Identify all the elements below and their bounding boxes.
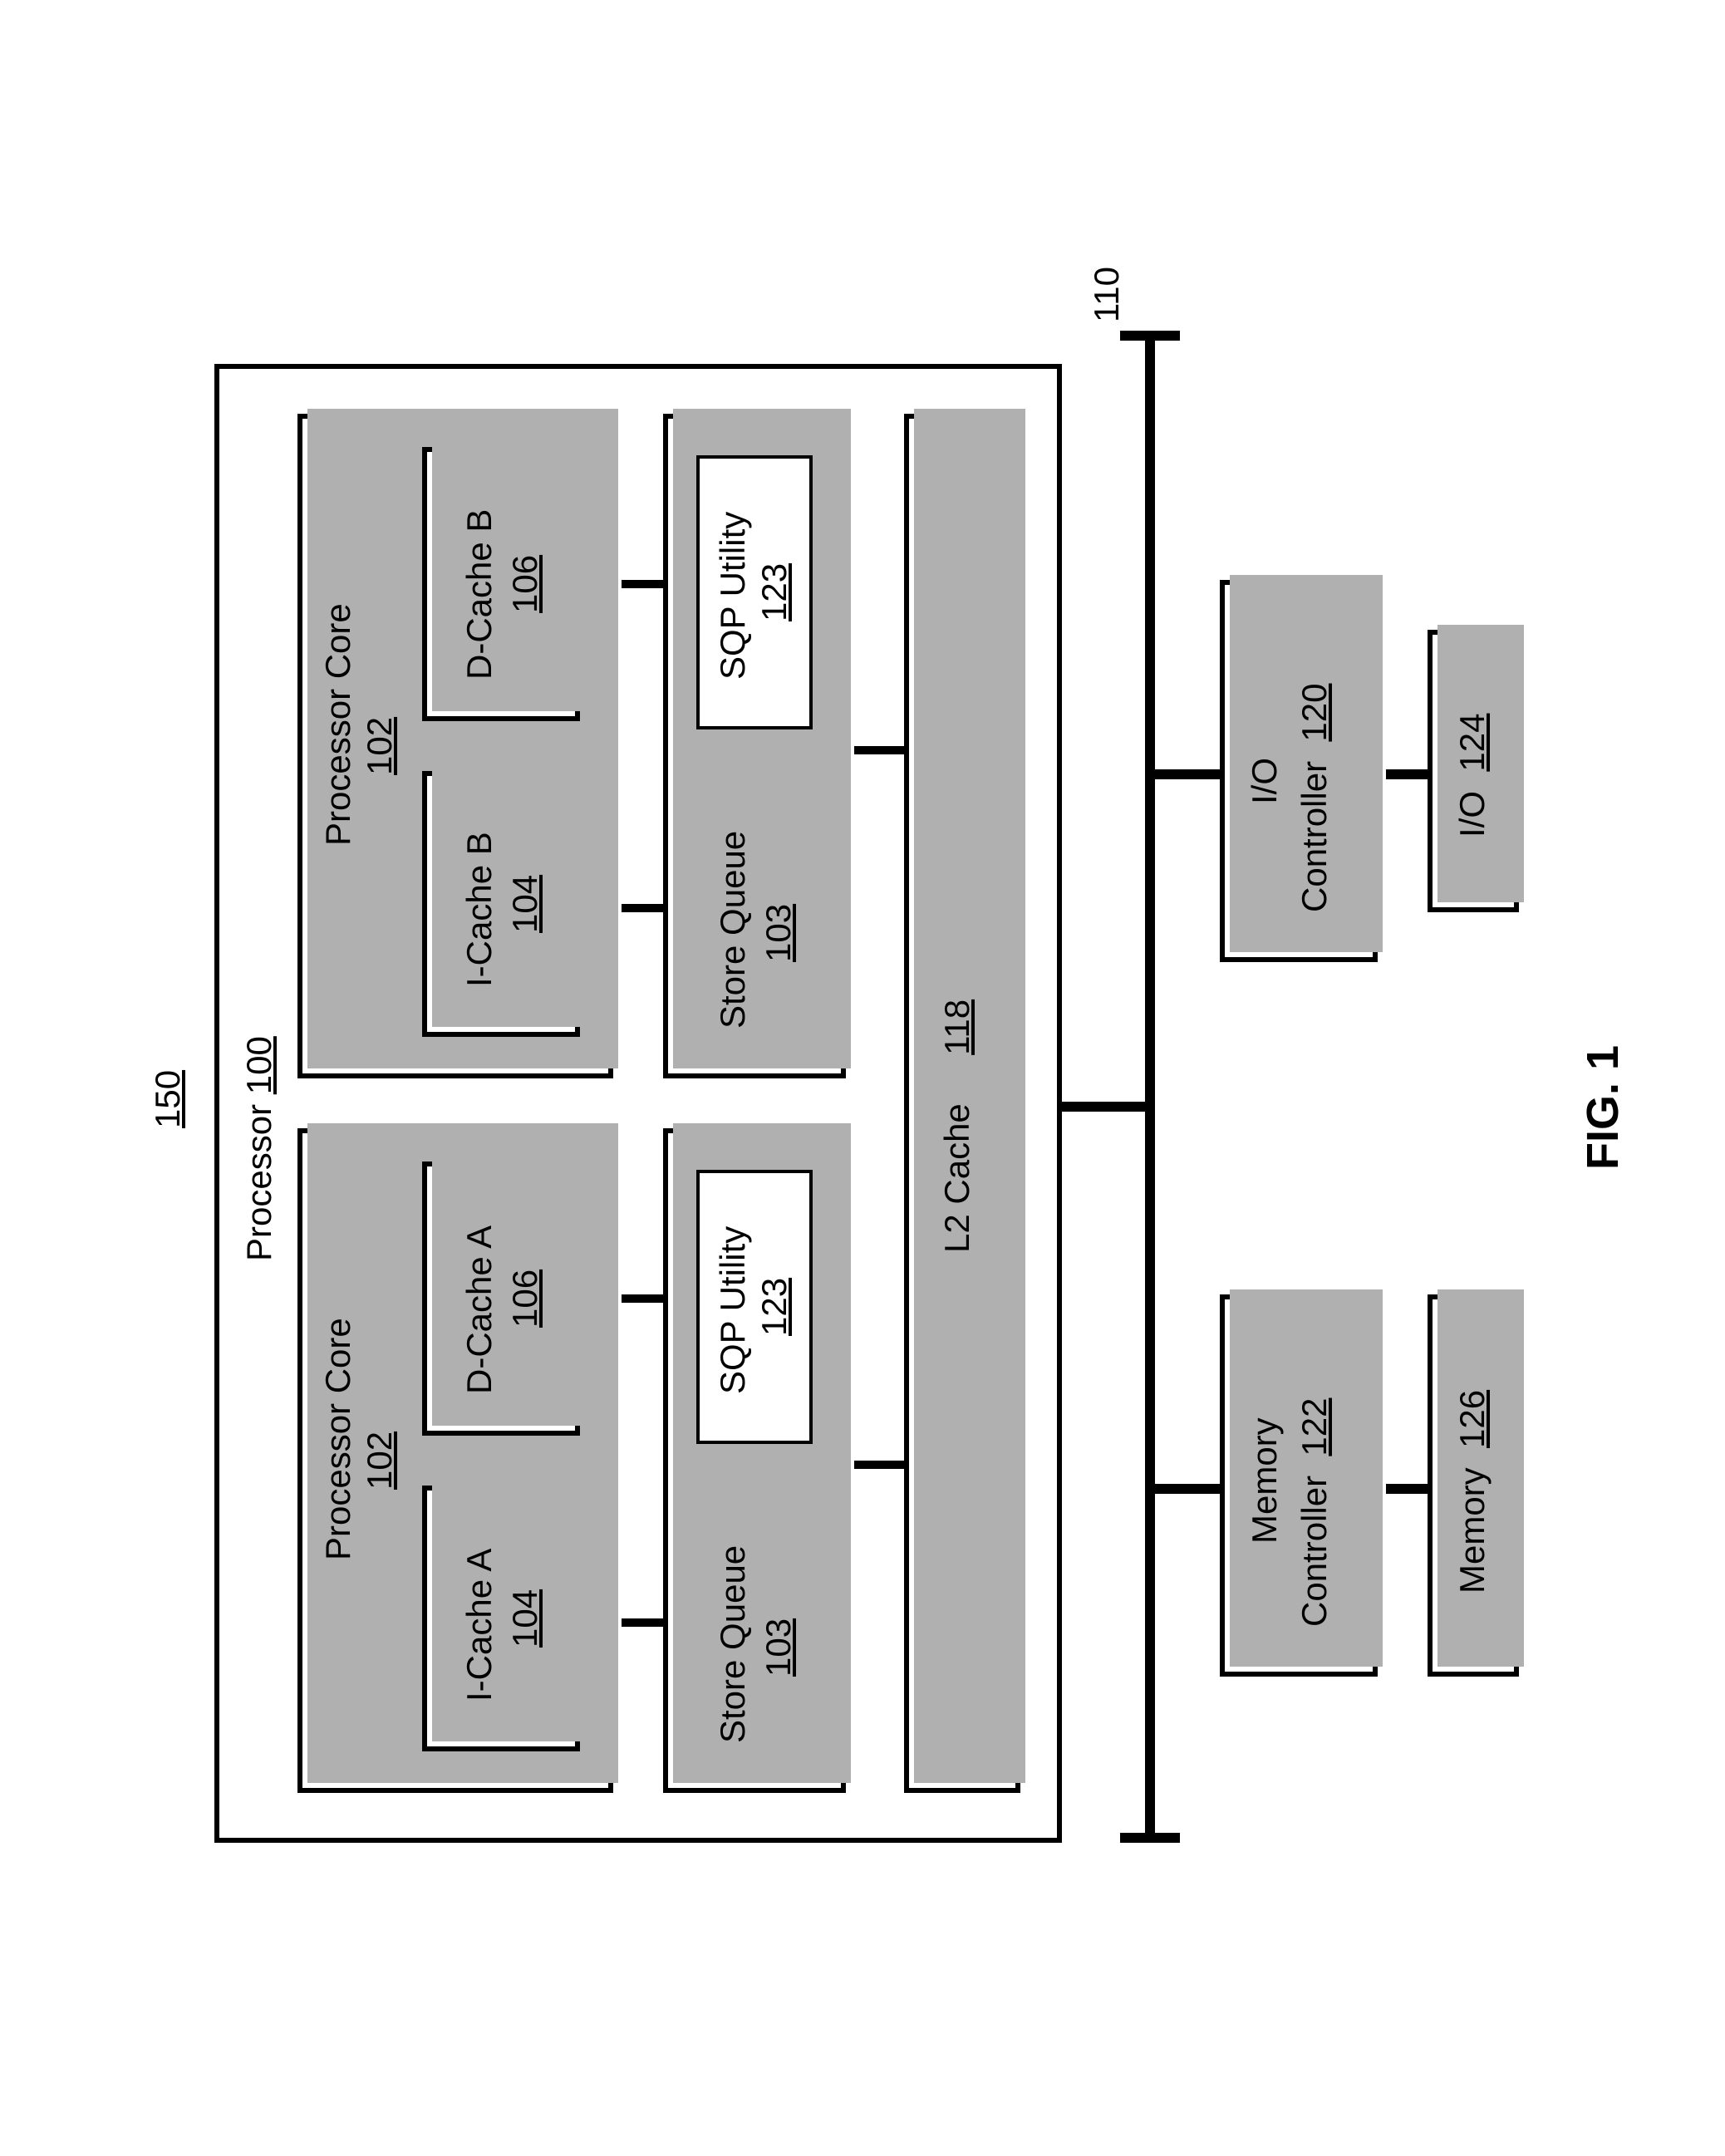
ioctrl-line1: I/O — [1245, 757, 1285, 803]
dcache-b-ref: 106 — [505, 554, 545, 612]
memctrl-ref: 122 — [1295, 1397, 1334, 1456]
memctrl-line2: Controller 122 — [1295, 1397, 1334, 1626]
processor-ref: 100 — [239, 1036, 278, 1094]
io-label-text: I/O — [1452, 790, 1492, 837]
icache-b-ref: 104 — [505, 874, 545, 932]
icache-a-ref: 104 — [505, 1589, 545, 1647]
bus-end-r — [1120, 331, 1180, 341]
processor-label-text: Processor — [239, 1103, 278, 1260]
l2-label: L2 Cache 118 — [937, 999, 977, 1252]
storeq-a-ref: 103 — [759, 1618, 799, 1676]
conn-bus-mem — [1155, 1484, 1221, 1494]
core-b-label: Processor Core — [318, 603, 358, 846]
core-b-label-text: Processor Core — [318, 603, 357, 846]
sqp-a-label: SQP Utility — [713, 1225, 753, 1393]
dcache-b-label: D-Cache B — [460, 508, 499, 679]
icache-a-box — [422, 1486, 580, 1751]
dcache-a-box — [422, 1161, 580, 1436]
storeq-a-label: Store Queue — [713, 1545, 753, 1742]
conn-l2-bus — [1062, 1102, 1145, 1112]
storeq-b-label: Store Queue — [713, 830, 753, 1028]
memctrl-line1: Memory — [1245, 1417, 1285, 1544]
processor-label: Processor 100 — [239, 1036, 279, 1261]
system-ref: 150 — [148, 1069, 188, 1127]
ioctrl-ref: 120 — [1295, 683, 1334, 741]
conn-bus-io — [1155, 769, 1221, 779]
l2-label-text: L2 Cache — [937, 1103, 976, 1253]
dcache-a-ref: 106 — [505, 1269, 545, 1327]
sqp-b-label: SQP Utility — [713, 511, 753, 679]
dcache-a-label: D-Cache A — [460, 1225, 499, 1393]
core-a-label: Processor Core — [318, 1318, 358, 1560]
figure-caption: FIG. 1 — [1577, 1044, 1629, 1169]
core-a-ref: 102 — [360, 1431, 400, 1489]
sqp-b-ref: 123 — [754, 562, 794, 621]
l2-ref: 118 — [937, 999, 976, 1054]
core-a-label-text: Processor Core — [318, 1318, 357, 1560]
core-b-ref: 102 — [360, 716, 400, 774]
ioctrl-line2: Controller 120 — [1295, 683, 1334, 911]
icache-a-label: I-Cache A — [460, 1548, 499, 1701]
io-label: I/O 124 — [1452, 713, 1492, 837]
bus-ref: 110 — [1087, 267, 1127, 322]
bus-end-l — [1120, 1833, 1180, 1843]
memory-ref: 126 — [1452, 1389, 1492, 1447]
icache-b-label: I-Cache B — [460, 832, 499, 987]
bus — [1145, 331, 1155, 1843]
storeq-b-ref: 103 — [759, 903, 799, 961]
memory-label: Memory 126 — [1452, 1389, 1492, 1593]
sqp-a-ref: 123 — [754, 1277, 794, 1335]
dcache-b-box — [422, 447, 580, 721]
icache-b-box — [422, 771, 580, 1037]
io-ref: 124 — [1452, 713, 1492, 771]
memory-label-text: Memory — [1452, 1467, 1492, 1594]
